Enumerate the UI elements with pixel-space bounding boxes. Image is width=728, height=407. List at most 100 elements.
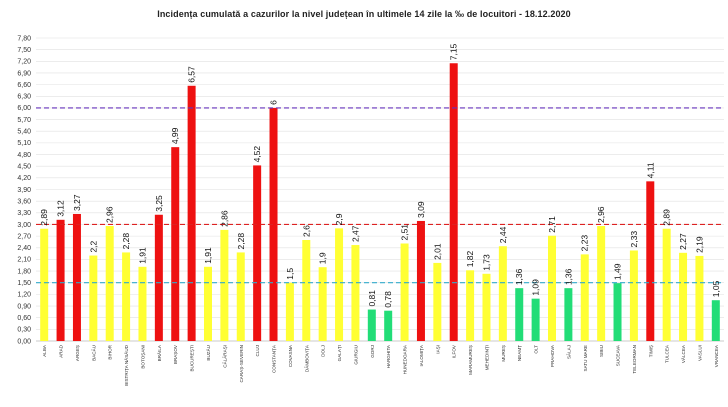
bar-value-label: 6,57: [187, 66, 197, 83]
bar: [56, 219, 65, 341]
x-tick-label: SĂLAJ: [565, 345, 571, 359]
bar-value-label: 2,71: [547, 216, 557, 233]
y-tick-label: 3,30: [17, 210, 31, 217]
x-tick-label: CARAȘ-SEVERIN: [239, 345, 244, 383]
chart-title: Incidența cumulată a cazurilor la nivel …: [157, 9, 571, 19]
bar-value-label: 1,5: [285, 268, 295, 280]
y-tick-label: 5,70: [17, 117, 31, 124]
x-tick-label: BIHOR: [108, 344, 113, 359]
bar-value-label: 1,05: [711, 280, 721, 297]
bar: [433, 262, 442, 341]
bar-value-label: 2,6: [301, 225, 311, 237]
y-tick-label: 4,20: [17, 175, 31, 182]
bar-value-label: 2,28: [121, 233, 131, 250]
bar-value-label: 2,51: [400, 224, 410, 241]
x-tick-label: VÂLCEA: [680, 344, 686, 363]
x-tick-label: ARGEȘ: [75, 345, 80, 361]
y-tick-label: 6,60: [17, 82, 31, 89]
bar-value-label: 1,91: [203, 247, 213, 264]
y-tick-label: 4,80: [17, 152, 31, 159]
bar-value-label: 0,81: [367, 290, 377, 307]
x-tick-label: BOTOȘANI: [140, 345, 145, 369]
x-tick-label: ILFOV: [452, 344, 457, 358]
bar-value-label: 2,2: [88, 240, 98, 252]
bar-value-label: 1,73: [481, 254, 491, 271]
bar: [351, 245, 360, 341]
x-tick-label: CĂLĂRAȘI: [221, 345, 227, 368]
bar: [187, 85, 196, 342]
y-tick-label: 3,60: [17, 198, 31, 205]
bar: [269, 107, 278, 341]
bar: [335, 228, 344, 341]
bar-value-label: 3,09: [416, 201, 426, 218]
bar-value-label: 2,19: [694, 236, 704, 253]
x-tick-label: HUNEDOARA: [403, 344, 408, 374]
y-tick-label: 0,00: [17, 338, 31, 345]
y-tick-label: 1,50: [17, 280, 31, 287]
value-labels: 2,893,12 3,272,22,962,281,913,254,996,571…: [39, 43, 721, 307]
x-tick-label: BUCUREȘTI: [190, 345, 195, 372]
x-tick-label: OLT: [534, 345, 539, 354]
bar-value-label: 0,78: [383, 291, 393, 308]
x-tick-label: GIURGIU: [353, 345, 358, 365]
y-tick-label: 0,30: [17, 327, 31, 334]
bar: [679, 252, 688, 341]
bar: [597, 226, 606, 341]
x-tick-label: SUCEAVA: [616, 344, 621, 366]
bar: [580, 254, 589, 341]
bar: [629, 250, 638, 341]
bar: [613, 283, 622, 341]
bar-value-label: 2,89: [662, 209, 672, 226]
bar-value-label: 3,25: [154, 195, 164, 212]
x-tick-label: TIMIȘ: [648, 345, 653, 357]
y-tick-label: 2,10: [17, 257, 31, 264]
bar: [89, 255, 98, 341]
x-tick-label: NEAMȚ: [517, 345, 522, 361]
x-tick-label: ALBA: [42, 344, 47, 357]
bar-value-label: 2,44: [498, 226, 508, 243]
x-tick-label: TELEORMAN: [632, 345, 637, 374]
bar-value-label: 4,52: [252, 146, 262, 163]
bar: [466, 270, 475, 341]
bar-value-label: 1,36: [563, 268, 573, 285]
bar-value-label: 2,28: [236, 233, 246, 250]
bar-value-label: 2,33: [629, 231, 639, 248]
x-tick-label: TULCEA: [665, 344, 670, 363]
bar: [564, 288, 573, 341]
y-tick-label: 6,30: [17, 94, 31, 101]
threshold-lines: [36, 107, 724, 284]
x-tick-label: DÂMBOVIȚA: [303, 344, 309, 372]
bar-value-label: 2,86: [219, 210, 229, 227]
bar: [400, 243, 409, 341]
y-tick-label: 0,90: [17, 303, 31, 310]
x-tick-label: BRĂILA: [156, 344, 162, 361]
x-tick-label: GALAȚI: [337, 345, 342, 361]
x-tick-label: SATU MARE: [583, 345, 588, 371]
y-tick-label: 7,20: [17, 59, 31, 66]
y-tick-label: 1,80: [17, 268, 31, 275]
bar-value-label: 1,82: [465, 250, 475, 267]
y-tick-label: 6,90: [17, 70, 31, 77]
x-tick-label: BACĂU: [90, 345, 96, 361]
bar-value-label: 3,27: [72, 194, 82, 211]
bar: [285, 282, 294, 341]
bar-value-label: 1,91: [137, 247, 147, 264]
bar: [646, 181, 655, 341]
bar: [154, 214, 163, 341]
bar: [449, 63, 458, 341]
grid-lines: [36, 37, 724, 342]
x-tick-label: VRANCEA: [714, 344, 719, 367]
x-tick-label: ARAD: [59, 344, 64, 357]
bar-value-label: 2,96: [596, 206, 606, 223]
bar: [711, 300, 720, 341]
bar: [416, 220, 425, 341]
bar: [384, 310, 393, 341]
bar: [531, 298, 540, 341]
bar-value-label: 1,9: [318, 252, 328, 264]
y-tick-label: 5,10: [17, 140, 31, 147]
bar: [662, 228, 671, 341]
bar: [72, 213, 81, 341]
bar: [105, 226, 114, 341]
bar-value-label: 3,12: [56, 200, 66, 217]
